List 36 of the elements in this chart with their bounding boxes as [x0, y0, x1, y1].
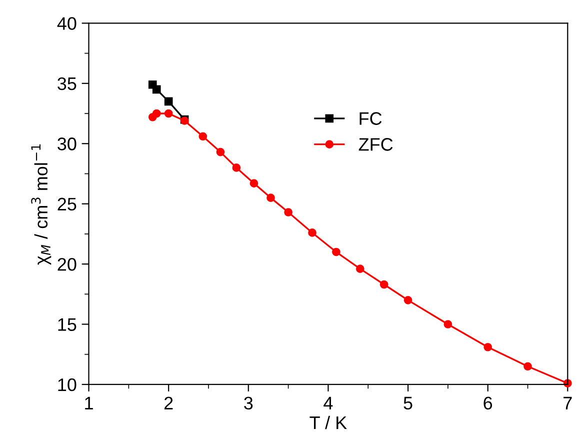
- y-tick-label: 40: [57, 17, 76, 30]
- y-tick-label: 15: [58, 318, 76, 331]
- point: [152, 85, 161, 94]
- point: [250, 179, 258, 188]
- point: [284, 208, 292, 216]
- point: [380, 280, 388, 289]
- y-tick-label: 10: [58, 378, 76, 392]
- y-axis-title: χ$_{M}$ / cm$^{3}$ mol$^{−1}$: [31, 144, 52, 265]
- x-tick-label: 6: [484, 396, 492, 410]
- x-tick-label: 2: [164, 396, 173, 410]
- point: [524, 362, 532, 371]
- x-tick-label: 5: [404, 396, 412, 410]
- y-tick-label: 35: [58, 77, 76, 90]
- point: [332, 248, 340, 256]
- x-tick-label: 4: [324, 396, 333, 410]
- point: [266, 194, 275, 202]
- point: [152, 109, 161, 118]
- legend-label: ZFC: [358, 138, 393, 151]
- x-tick-label: 1: [85, 396, 93, 410]
- point: [356, 264, 364, 274]
- point: [308, 228, 316, 237]
- y-tick-label: 20: [58, 258, 76, 271]
- point: [444, 320, 452, 328]
- y-tick-label: 30: [58, 138, 76, 150]
- point: [484, 342, 492, 352]
- point: [404, 296, 412, 304]
- point: [198, 132, 208, 141]
- point: [164, 97, 173, 106]
- legend-label: FC: [360, 112, 382, 125]
- x-tick-label: 3: [244, 396, 253, 410]
- y-tick-label: 25: [58, 198, 76, 211]
- x-tick-label: 7: [564, 396, 572, 410]
- point: [216, 148, 225, 156]
- point: [164, 109, 173, 118]
- x-axis-title: T / K: [310, 416, 347, 430]
- point: [232, 164, 241, 172]
